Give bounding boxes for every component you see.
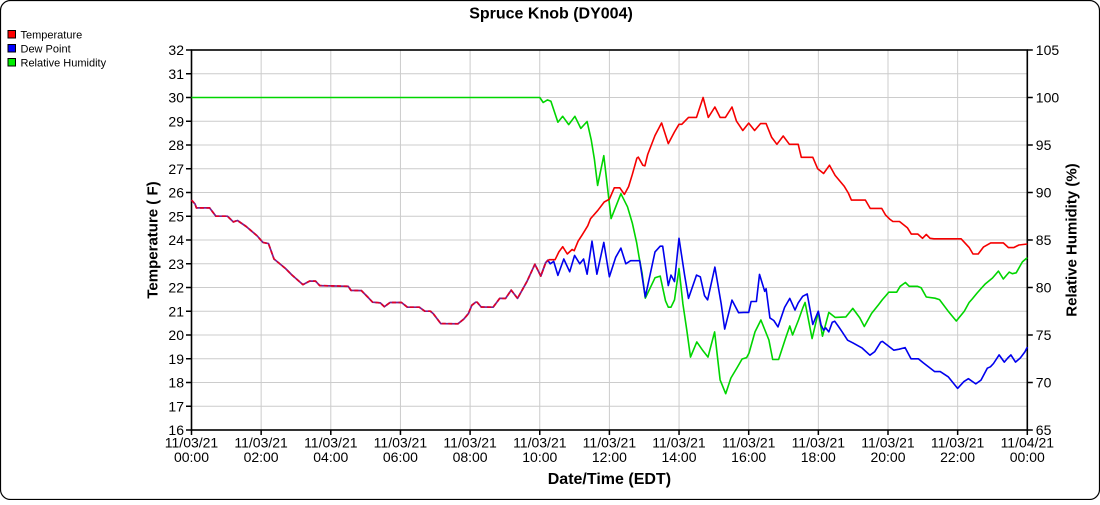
svg-text:105: 105 [1036,42,1060,58]
svg-text:06:00: 06:00 [383,449,418,465]
svg-text:Relative Humidity: Relative Humidity [21,58,107,70]
svg-text:31: 31 [168,66,184,82]
svg-text:19: 19 [168,351,184,367]
svg-text:95: 95 [1036,137,1052,153]
svg-text:26: 26 [168,185,184,201]
svg-text:02:00: 02:00 [244,449,279,465]
svg-text:Spruce Knob (DY004): Spruce Knob (DY004) [469,6,633,23]
svg-text:24: 24 [168,232,184,248]
svg-text:00:00: 00:00 [174,449,209,465]
svg-text:22:00: 22:00 [940,449,975,465]
svg-text:65: 65 [1036,422,1052,438]
svg-text:00:00: 00:00 [1010,449,1045,465]
svg-text:27: 27 [168,161,184,177]
svg-text:11/03/21: 11/03/21 [652,435,706,451]
svg-text:30: 30 [168,90,184,106]
svg-text:90: 90 [1036,185,1052,201]
svg-text:23: 23 [168,256,184,272]
svg-text:11/04/21: 11/04/21 [1001,435,1055,451]
svg-text:11/03/21: 11/03/21 [443,435,497,451]
svg-text:08:00: 08:00 [453,449,488,465]
svg-text:11/03/21: 11/03/21 [792,435,846,451]
svg-text:20: 20 [168,327,184,343]
svg-text:10:00: 10:00 [522,449,557,465]
svg-text:Relative Humidity (%): Relative Humidity (%) [1064,163,1081,316]
svg-text:11/03/21: 11/03/21 [931,435,985,451]
svg-text:11/03/21: 11/03/21 [374,435,428,451]
svg-text:11/03/21: 11/03/21 [722,435,776,451]
svg-text:20:00: 20:00 [870,449,905,465]
svg-text:32: 32 [168,42,184,58]
svg-text:21: 21 [168,303,184,319]
svg-text:14:00: 14:00 [661,449,696,465]
svg-text:11/03/21: 11/03/21 [304,435,358,451]
svg-text:Temperature: Temperature [21,30,83,42]
svg-text:80: 80 [1036,280,1052,296]
svg-text:11/03/21: 11/03/21 [583,435,637,451]
svg-text:11/03/21: 11/03/21 [165,435,219,451]
svg-text:16: 16 [168,422,184,438]
svg-text:Date/Time (EDT): Date/Time (EDT) [548,471,671,488]
svg-text:04:00: 04:00 [313,449,348,465]
svg-text:11/03/21: 11/03/21 [861,435,915,451]
svg-text:18:00: 18:00 [801,449,836,465]
svg-text:12:00: 12:00 [592,449,627,465]
svg-text:16:00: 16:00 [731,449,766,465]
svg-text:18: 18 [168,375,184,391]
svg-text:85: 85 [1036,232,1052,248]
svg-text:11/03/21: 11/03/21 [513,435,567,451]
svg-text:25: 25 [168,208,184,224]
svg-text:Temperature ( F): Temperature ( F) [145,181,162,298]
svg-text:100: 100 [1036,90,1060,106]
svg-text:28: 28 [168,137,184,153]
svg-text:70: 70 [1036,375,1052,391]
svg-text:17: 17 [168,398,184,414]
svg-text:Dew Point: Dew Point [21,44,71,56]
svg-text:75: 75 [1036,327,1052,343]
svg-text:29: 29 [168,113,184,129]
svg-text:11/03/21: 11/03/21 [234,435,288,451]
svg-text:22: 22 [168,280,184,296]
